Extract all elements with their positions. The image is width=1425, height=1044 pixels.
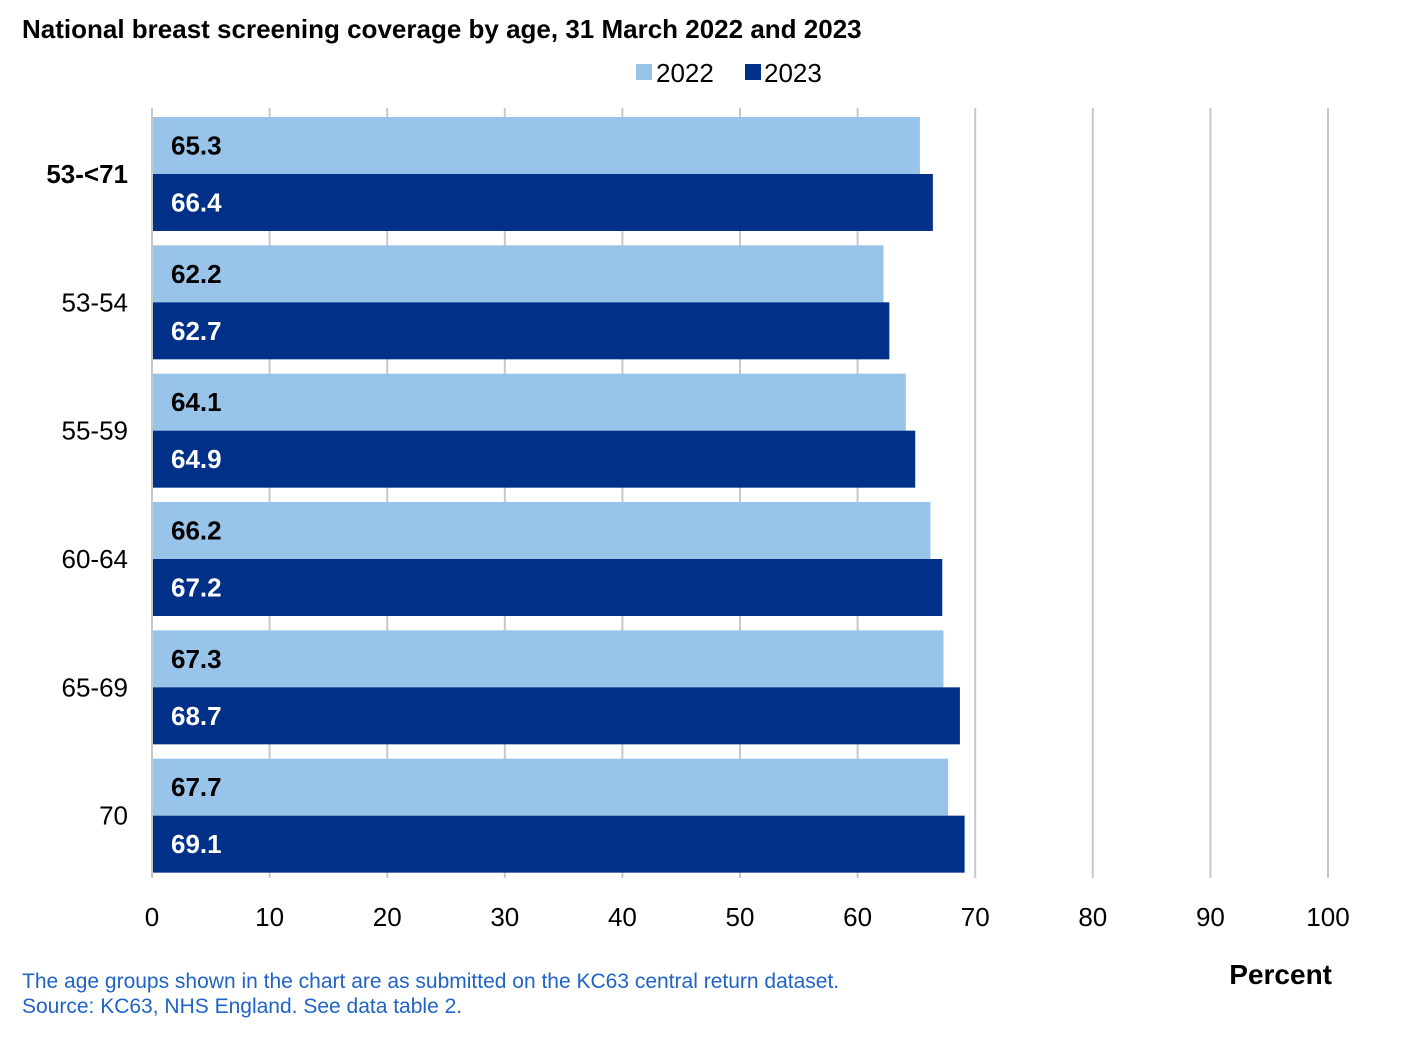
x-tick-label: 10: [255, 902, 284, 932]
bar-2023: [153, 302, 890, 360]
x-axis-label: Percent: [1229, 959, 1332, 990]
x-tick-labels: 0 10 20 30 40 50 60 70 80 90 100: [145, 902, 1350, 932]
chart-source: Source: KC63, NHS England. See data tabl…: [22, 995, 462, 1018]
bar-2022: [153, 373, 906, 431]
legend-swatch-2022: [636, 64, 652, 80]
chart-note: The age groups shown in the chart are as…: [22, 970, 839, 993]
gridlines: [151, 108, 1329, 878]
bar-value-label: 62.7: [171, 316, 222, 346]
bar-2023: [153, 430, 916, 488]
bar-2022: [153, 117, 920, 174]
bar-value-label: 68.7: [171, 701, 222, 731]
bar-value-label: 67.2: [171, 573, 222, 603]
category-label: 65-69: [62, 672, 129, 702]
x-tick-label: 100: [1306, 902, 1349, 932]
bar-2022: [153, 245, 884, 303]
category-label: 60-64: [62, 544, 129, 574]
bars: 65.3 66.4 62.2 62.7 64.1 64.9 66.2 67.2 67.3 68.7…: [153, 117, 965, 873]
bar-2023: [153, 815, 965, 873]
category-label: 55-59: [62, 416, 129, 446]
category-label: 53-<71: [46, 159, 128, 189]
bar-value-label: 64.9: [171, 444, 222, 474]
category-label: 70: [99, 801, 128, 831]
bar-value-label: 67.3: [171, 644, 222, 674]
category-label: 53-54: [62, 287, 129, 317]
bar-value-label: 66.4: [171, 188, 222, 218]
bar-value-label: 66.2: [171, 516, 222, 546]
legend-swatch-2023: [745, 64, 761, 80]
bar-2022: [153, 758, 949, 816]
bar-2023: [153, 559, 943, 616]
x-tick-label: 50: [726, 902, 755, 932]
bar-value-label: 69.1: [171, 829, 222, 859]
bar-2023: [153, 687, 960, 745]
bar-value-label: 67.7: [171, 772, 222, 802]
chart-title: National breast screening coverage by ag…: [22, 14, 862, 44]
x-tick-label: 20: [373, 902, 402, 932]
legend-label-2023: 2023: [764, 58, 822, 88]
x-tick-label: 30: [490, 902, 519, 932]
bar-value-label: 65.3: [171, 131, 222, 161]
x-tick-label: 60: [843, 902, 872, 932]
x-tick-label: 0: [145, 902, 159, 932]
legend: 2022 2023: [636, 58, 822, 88]
bar-value-label: 62.2: [171, 259, 222, 289]
x-tick-label: 80: [1078, 902, 1107, 932]
x-tick-label: 70: [961, 902, 990, 932]
category-labels: 53-<71 53-54 55-59 60-64 65-69 70: [46, 159, 128, 831]
legend-label-2022: 2022: [656, 58, 714, 88]
bar-2022: [153, 502, 931, 559]
x-tick-label: 90: [1196, 902, 1225, 932]
bar-2022: [153, 630, 944, 688]
x-tick-label: 40: [608, 902, 637, 932]
bar-2023: [153, 174, 933, 231]
bar-value-label: 64.1: [171, 387, 222, 417]
